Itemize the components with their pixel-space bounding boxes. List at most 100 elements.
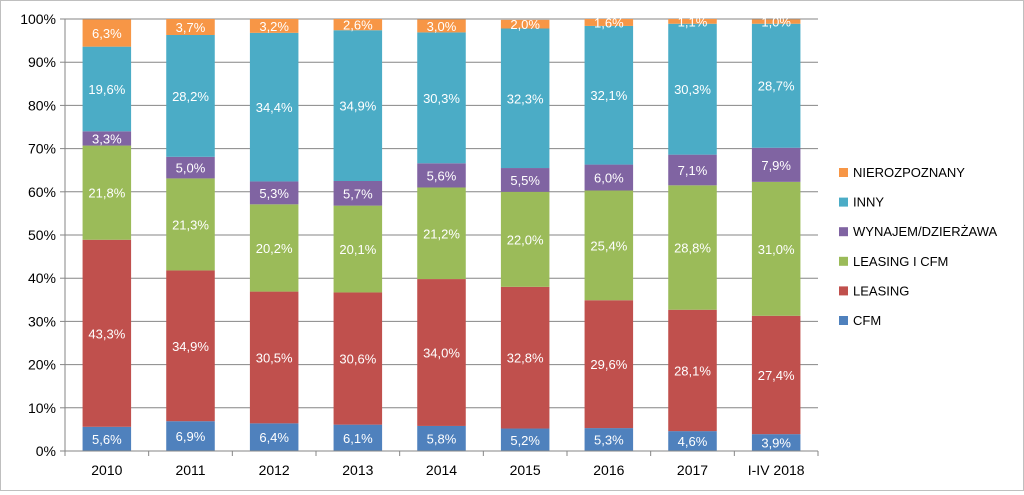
bar-segment [417,425,466,451]
data-label: 34,4% [256,100,293,115]
y-tick-label: 0% [36,443,56,459]
data-label: 5,2% [510,433,540,448]
legend-swatch [839,197,848,207]
x-tick-label: 2011 [175,462,205,478]
data-label: 28,7% [758,79,795,94]
data-label: 5,3% [594,433,624,448]
data-label: 30,6% [339,352,376,367]
legend-swatch [839,168,848,177]
bar-segment [417,187,466,280]
legend-swatch [839,227,848,237]
data-label: 3,7% [176,20,206,35]
bar-segment [333,30,383,182]
data-label: 6,0% [594,171,624,186]
bar-segment [584,300,634,429]
data-label: 32,1% [590,88,627,103]
x-tick-label: 2013 [342,462,373,478]
bar-segment [166,270,215,422]
legend-swatch [839,316,848,325]
bar-segment [751,23,801,148]
data-label: 7,9% [761,158,791,173]
data-label: 32,3% [507,91,544,106]
data-label: 20,2% [256,241,293,256]
data-label: 21,2% [423,226,460,241]
bar-segment [417,19,466,33]
legend-label: INNY [853,195,884,210]
bar-segment [249,32,299,182]
x-tick-label: 2012 [259,462,290,478]
data-label: 4,6% [678,434,708,449]
legend-swatch [839,286,848,296]
bar-segment [166,421,215,451]
data-label: 32,8% [507,351,544,366]
data-label: 29,6% [590,357,627,372]
bar-segment [668,23,717,155]
bar-segment [751,19,801,24]
bar-segment [584,164,634,191]
data-label: 30,3% [423,91,460,106]
y-tick-label: 10% [28,400,56,416]
data-label: 27,4% [758,368,795,383]
data-label: 6,1% [343,431,373,446]
data-label: 5,7% [343,186,373,201]
data-label: 34,9% [172,339,209,354]
bar-segment [751,147,801,182]
data-label: 43,3% [88,326,125,341]
bar-segment [82,46,132,132]
bar-segment [500,19,550,29]
y-tick-label: 70% [28,141,56,157]
x-tick-label: 2014 [426,462,457,478]
bar-segment [668,185,717,310]
bar-segment [668,431,717,451]
data-label: 1,1% [678,14,708,29]
bar-segment [417,163,466,188]
bar-segment [82,131,132,146]
data-label: 5,3% [259,186,289,201]
bar-segment [82,145,132,240]
data-label: 28,8% [674,241,711,256]
bar-segment [668,19,717,24]
bar-segment [500,191,550,287]
data-label: 2,6% [343,18,373,33]
y-tick-label: 30% [28,313,56,329]
y-tick-label: 40% [28,270,56,286]
data-label: 30,5% [256,350,293,365]
x-tick-label: 2015 [510,462,541,478]
legend-swatch [839,256,848,266]
data-label: 2,0% [510,17,540,32]
bar-segment [166,156,215,179]
data-label: 3,9% [761,436,791,451]
bar-segment [668,154,717,186]
bar-segment [333,205,383,293]
data-label: 20,1% [339,242,376,257]
data-label: 19,6% [88,82,125,97]
y-tick-label: 60% [28,184,56,200]
bar-segment [249,19,299,33]
x-tick-label: 2010 [91,462,122,478]
data-label: 5,8% [427,431,457,446]
legend-label: LEASING [853,283,909,298]
data-label: 1,6% [594,15,624,30]
y-tick-label: 50% [28,227,56,243]
legend-label: CFM [853,313,881,328]
bar-segment [417,279,466,426]
bar-segment [584,428,634,451]
bar-segment [333,424,383,451]
data-label: 21,3% [172,217,209,232]
y-tick-label: 20% [28,357,56,373]
data-label: 25,4% [590,238,627,253]
bar-segment [249,204,299,292]
data-label: 5,6% [427,168,457,183]
bar-segment [584,190,634,301]
bar-segment [584,25,634,165]
bar-segment [166,34,215,157]
legend-label: NIEROZPOZNANY [853,165,965,180]
bar-segment [166,178,215,271]
data-label: 34,9% [339,99,376,114]
bar-segment [417,32,466,164]
bar-segment [82,239,132,427]
data-label: 28,2% [172,89,209,104]
data-label: 5,0% [176,161,206,176]
